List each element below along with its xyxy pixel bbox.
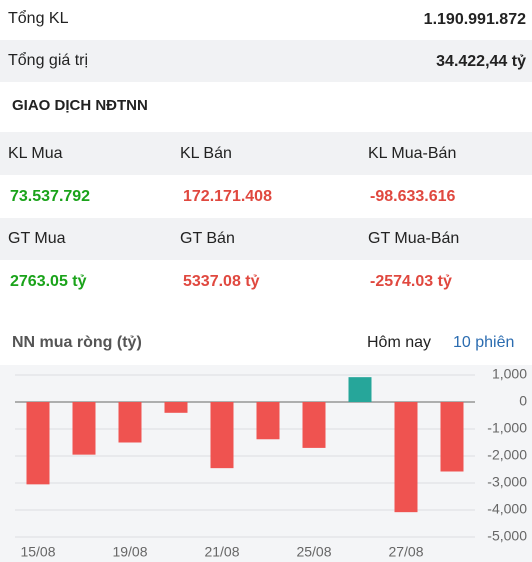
section-title: GIAO DỊCH NĐTNN [12,97,148,114]
label: Tổng KL [8,10,69,27]
x-tick-label: 25/08 [296,544,331,560]
cell: GT Mua-Bán [368,230,460,247]
summary-row: Tổng KL 1.190.991.872 [0,0,532,40]
x-tick-label: 21/08 [204,544,239,560]
bar [26,402,50,485]
bar [72,402,96,455]
bar [118,402,142,443]
cell: -2574.03 tỷ [370,273,452,290]
table-row: KL Mua KL Bán KL Mua-Bán [0,132,532,175]
x-tick-label: 15/08 [20,544,55,560]
table-row: 2763.05 tỷ 5337.08 tỷ -2574.03 tỷ [0,260,532,303]
cell: GT Bán [180,230,235,247]
value: 1.190.991.872 [423,11,526,28]
cell: 5337.08 tỷ [183,273,260,290]
bar [302,402,326,448]
cell: GT Mua [8,230,66,247]
cell: 73.537.792 [10,188,91,205]
bar [440,402,464,472]
bar [348,377,372,402]
summary-row: Tổng giá trị 34.422,44 tỷ [0,40,532,82]
x-tick-label: 19/08 [112,544,147,560]
cell: KL Mua-Bán [368,145,457,162]
y-tick-label: -5,000 [487,528,527,544]
label: Tổng giá trị [8,52,89,69]
bar [210,402,234,469]
bar [394,402,418,513]
y-tick-label: -3,000 [487,474,527,490]
cell: KL Mua [8,145,63,162]
value: 34.422,44 tỷ [436,53,526,70]
cell: -98.633.616 [370,188,456,205]
table-row: GT Mua GT Bán GT Mua-Bán [0,218,532,260]
y-tick-label: 0 [519,393,527,409]
tab[interactable]: Hôm nay [367,334,432,351]
chart: 1,000 0 -1,000 -2,000 -3,000 -4,000 -5,000 15/0… [0,365,532,562]
cell: 172.171.408 [183,188,272,205]
y-tick-label: -4,000 [487,501,527,517]
bar [256,402,280,440]
table-row: 73.537.792 172.171.408 -98.633.616 [0,175,532,218]
cell: 2763.05 tỷ [10,273,87,290]
bar [164,402,188,413]
chart-title: NN mua ròng (tỷ) [12,334,142,351]
tab[interactable]: 10 phiên [453,334,515,351]
y-tick-label: -1,000 [487,420,527,436]
y-tick-label: 1,000 [492,366,527,382]
x-tick-label: 27/08 [388,544,423,560]
y-tick-label: -2,000 [487,447,527,463]
cell: KL Bán [180,145,232,162]
